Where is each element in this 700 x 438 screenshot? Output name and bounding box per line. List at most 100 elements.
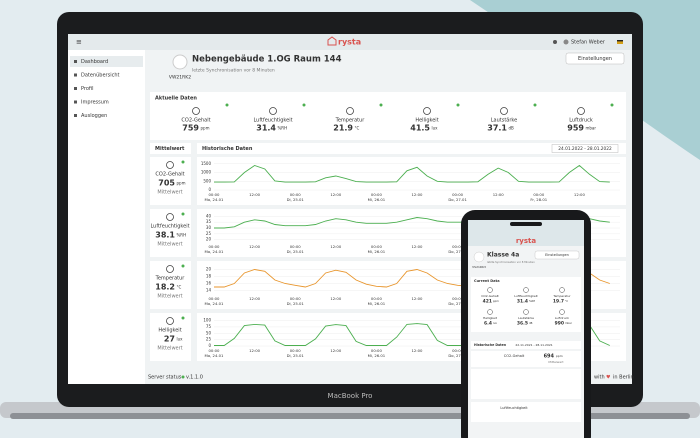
y-tick-label: 50 xyxy=(206,330,212,335)
status-dot xyxy=(379,103,383,107)
y-tick-label: 100 xyxy=(203,318,211,323)
x-tick-time: 00:00 xyxy=(452,192,464,197)
x-tick-date: Di, 25.01 xyxy=(287,249,305,254)
phone-title: Klasse 4a xyxy=(487,252,519,259)
sidebar-item[interactable]: Impressum xyxy=(81,100,109,106)
x-tick-date: Fr, 28.01 xyxy=(530,197,547,202)
y-tick-label: 16 xyxy=(206,281,212,286)
y-tick-label: 18 xyxy=(206,274,212,279)
sidebar-icon xyxy=(74,60,77,63)
settings-button-label[interactable]: Einstellungen xyxy=(578,56,612,62)
sensor-unit: °C xyxy=(355,126,360,131)
mean-value: 27 xyxy=(164,335,175,344)
phone-sensor-value: 990 xyxy=(555,321,564,327)
menu-icon[interactable]: ≡ xyxy=(76,38,82,46)
phone-chart-area xyxy=(471,369,581,399)
phone-sensor-unit: °C xyxy=(565,299,568,303)
date-range[interactable]: 24.01.2022 - 28.01.2022 xyxy=(558,146,612,152)
sensor-icon xyxy=(166,317,174,325)
bell-icon[interactable] xyxy=(553,40,557,44)
phone-settings-button[interactable] xyxy=(534,250,580,260)
x-tick-date: Do, 27.01 xyxy=(448,197,467,202)
sensor-unit: lux xyxy=(432,126,439,131)
y-tick-label: 0 xyxy=(208,343,211,348)
device-title: Nebengebäude 1.OG Raum 144 xyxy=(192,55,342,65)
x-tick-date: Di, 25.01 xyxy=(287,301,305,306)
status-dot xyxy=(181,375,185,379)
sidebar-item[interactable]: Dashboard xyxy=(81,59,108,65)
x-tick-time: 00:00 xyxy=(290,348,302,353)
sensor-icon xyxy=(500,107,508,115)
sensor-value: 31.4 xyxy=(256,124,276,133)
mean-unit: %RH xyxy=(177,233,187,238)
x-tick-time: 12:00 xyxy=(249,192,261,197)
status-dot xyxy=(610,103,614,107)
device-subtitle: letzte Synchronisation vor 8 Minuten xyxy=(192,68,275,74)
x-tick-time: 00:00 xyxy=(209,244,221,249)
credit-pre: with xyxy=(594,375,605,381)
phone-sensor-label: CO2-Gehalt xyxy=(481,294,499,298)
device-icon xyxy=(172,54,188,70)
status-dot xyxy=(181,212,185,216)
sensor-icon xyxy=(192,107,200,115)
phone-device-icon xyxy=(473,251,485,263)
y-tick-label: 0 xyxy=(208,187,211,192)
x-tick-time: 12:00 xyxy=(574,192,586,197)
sensor-icon xyxy=(423,107,431,115)
phone-settings-label[interactable]: Einstellungen xyxy=(545,253,569,257)
laptop-brand: MacBook Pro xyxy=(328,392,373,400)
mean-card xyxy=(150,313,191,361)
mean-card xyxy=(150,209,191,257)
x-tick-time: 12:00 xyxy=(330,192,342,197)
x-tick-time: 12:00 xyxy=(330,296,342,301)
status-dot xyxy=(302,103,306,107)
phone-sensor-icon xyxy=(559,309,565,315)
sensor-unit: mbar xyxy=(586,126,597,131)
phone-history-header xyxy=(471,341,581,349)
x-tick-time: 00:00 xyxy=(371,192,383,197)
sensor-label: Lautstärke xyxy=(491,118,517,124)
x-tick-time: 00:00 xyxy=(452,244,464,249)
sensor-value: 21.9 xyxy=(333,124,353,133)
y-tick-label: 25 xyxy=(206,337,212,342)
sidebar-active xyxy=(70,56,143,67)
phone-card-value: 694 xyxy=(544,354,555,360)
sidebar-item[interactable]: Ausloggen xyxy=(81,113,107,119)
logo-icon xyxy=(327,36,337,46)
x-tick-time: 00:00 xyxy=(209,296,221,301)
x-tick-date: Do, 27.01 xyxy=(448,249,467,254)
mean-caption: Mittelwert xyxy=(157,242,182,248)
status-dot xyxy=(533,103,537,107)
phone-range: 22.11.2021 - 28.11.2021 xyxy=(515,343,552,347)
current-title: Aktuelle Daten xyxy=(155,96,197,102)
flag[interactable] xyxy=(617,40,623,44)
x-tick-time: 12:00 xyxy=(330,244,342,249)
status-dot xyxy=(225,103,229,107)
x-tick-date: Mo, 24.01 xyxy=(205,249,224,254)
y-tick-label: 40 xyxy=(206,213,212,218)
sensor-value: 959 xyxy=(567,124,584,133)
user-name[interactable]: Stefan Weber xyxy=(571,40,606,46)
phone-subtitle: letzte Synchronisation vor 8 Minuten xyxy=(487,260,535,264)
current-panel xyxy=(150,92,626,140)
y-tick-label: 30 xyxy=(206,225,212,230)
heart: ♥ xyxy=(606,375,611,381)
date-range-box[interactable] xyxy=(551,144,619,153)
sidebar-item[interactable]: Datenübersicht xyxy=(81,73,120,79)
mean-unit: lux xyxy=(177,337,184,342)
x-tick-date: Di, 25.01 xyxy=(287,353,305,358)
phone-sensor-icon xyxy=(487,309,493,315)
sidebar-item[interactable]: Profil xyxy=(81,86,93,92)
sidebar xyxy=(68,50,145,384)
x-tick-time: 00:00 xyxy=(371,348,383,353)
status-dot xyxy=(456,103,460,107)
settings-button[interactable] xyxy=(565,52,625,65)
phone-sensor-value: 421 xyxy=(483,299,492,305)
phone-sensor-unit: lux xyxy=(493,321,497,325)
status-dot xyxy=(181,264,185,268)
status-dot xyxy=(181,316,185,320)
x-tick-time: 00:00 xyxy=(290,244,302,249)
y-tick-label: 75 xyxy=(206,324,212,329)
phone-card-label: Luftfeuchtigkeit xyxy=(500,406,528,410)
sensor-label: Helligkeit xyxy=(415,118,438,124)
